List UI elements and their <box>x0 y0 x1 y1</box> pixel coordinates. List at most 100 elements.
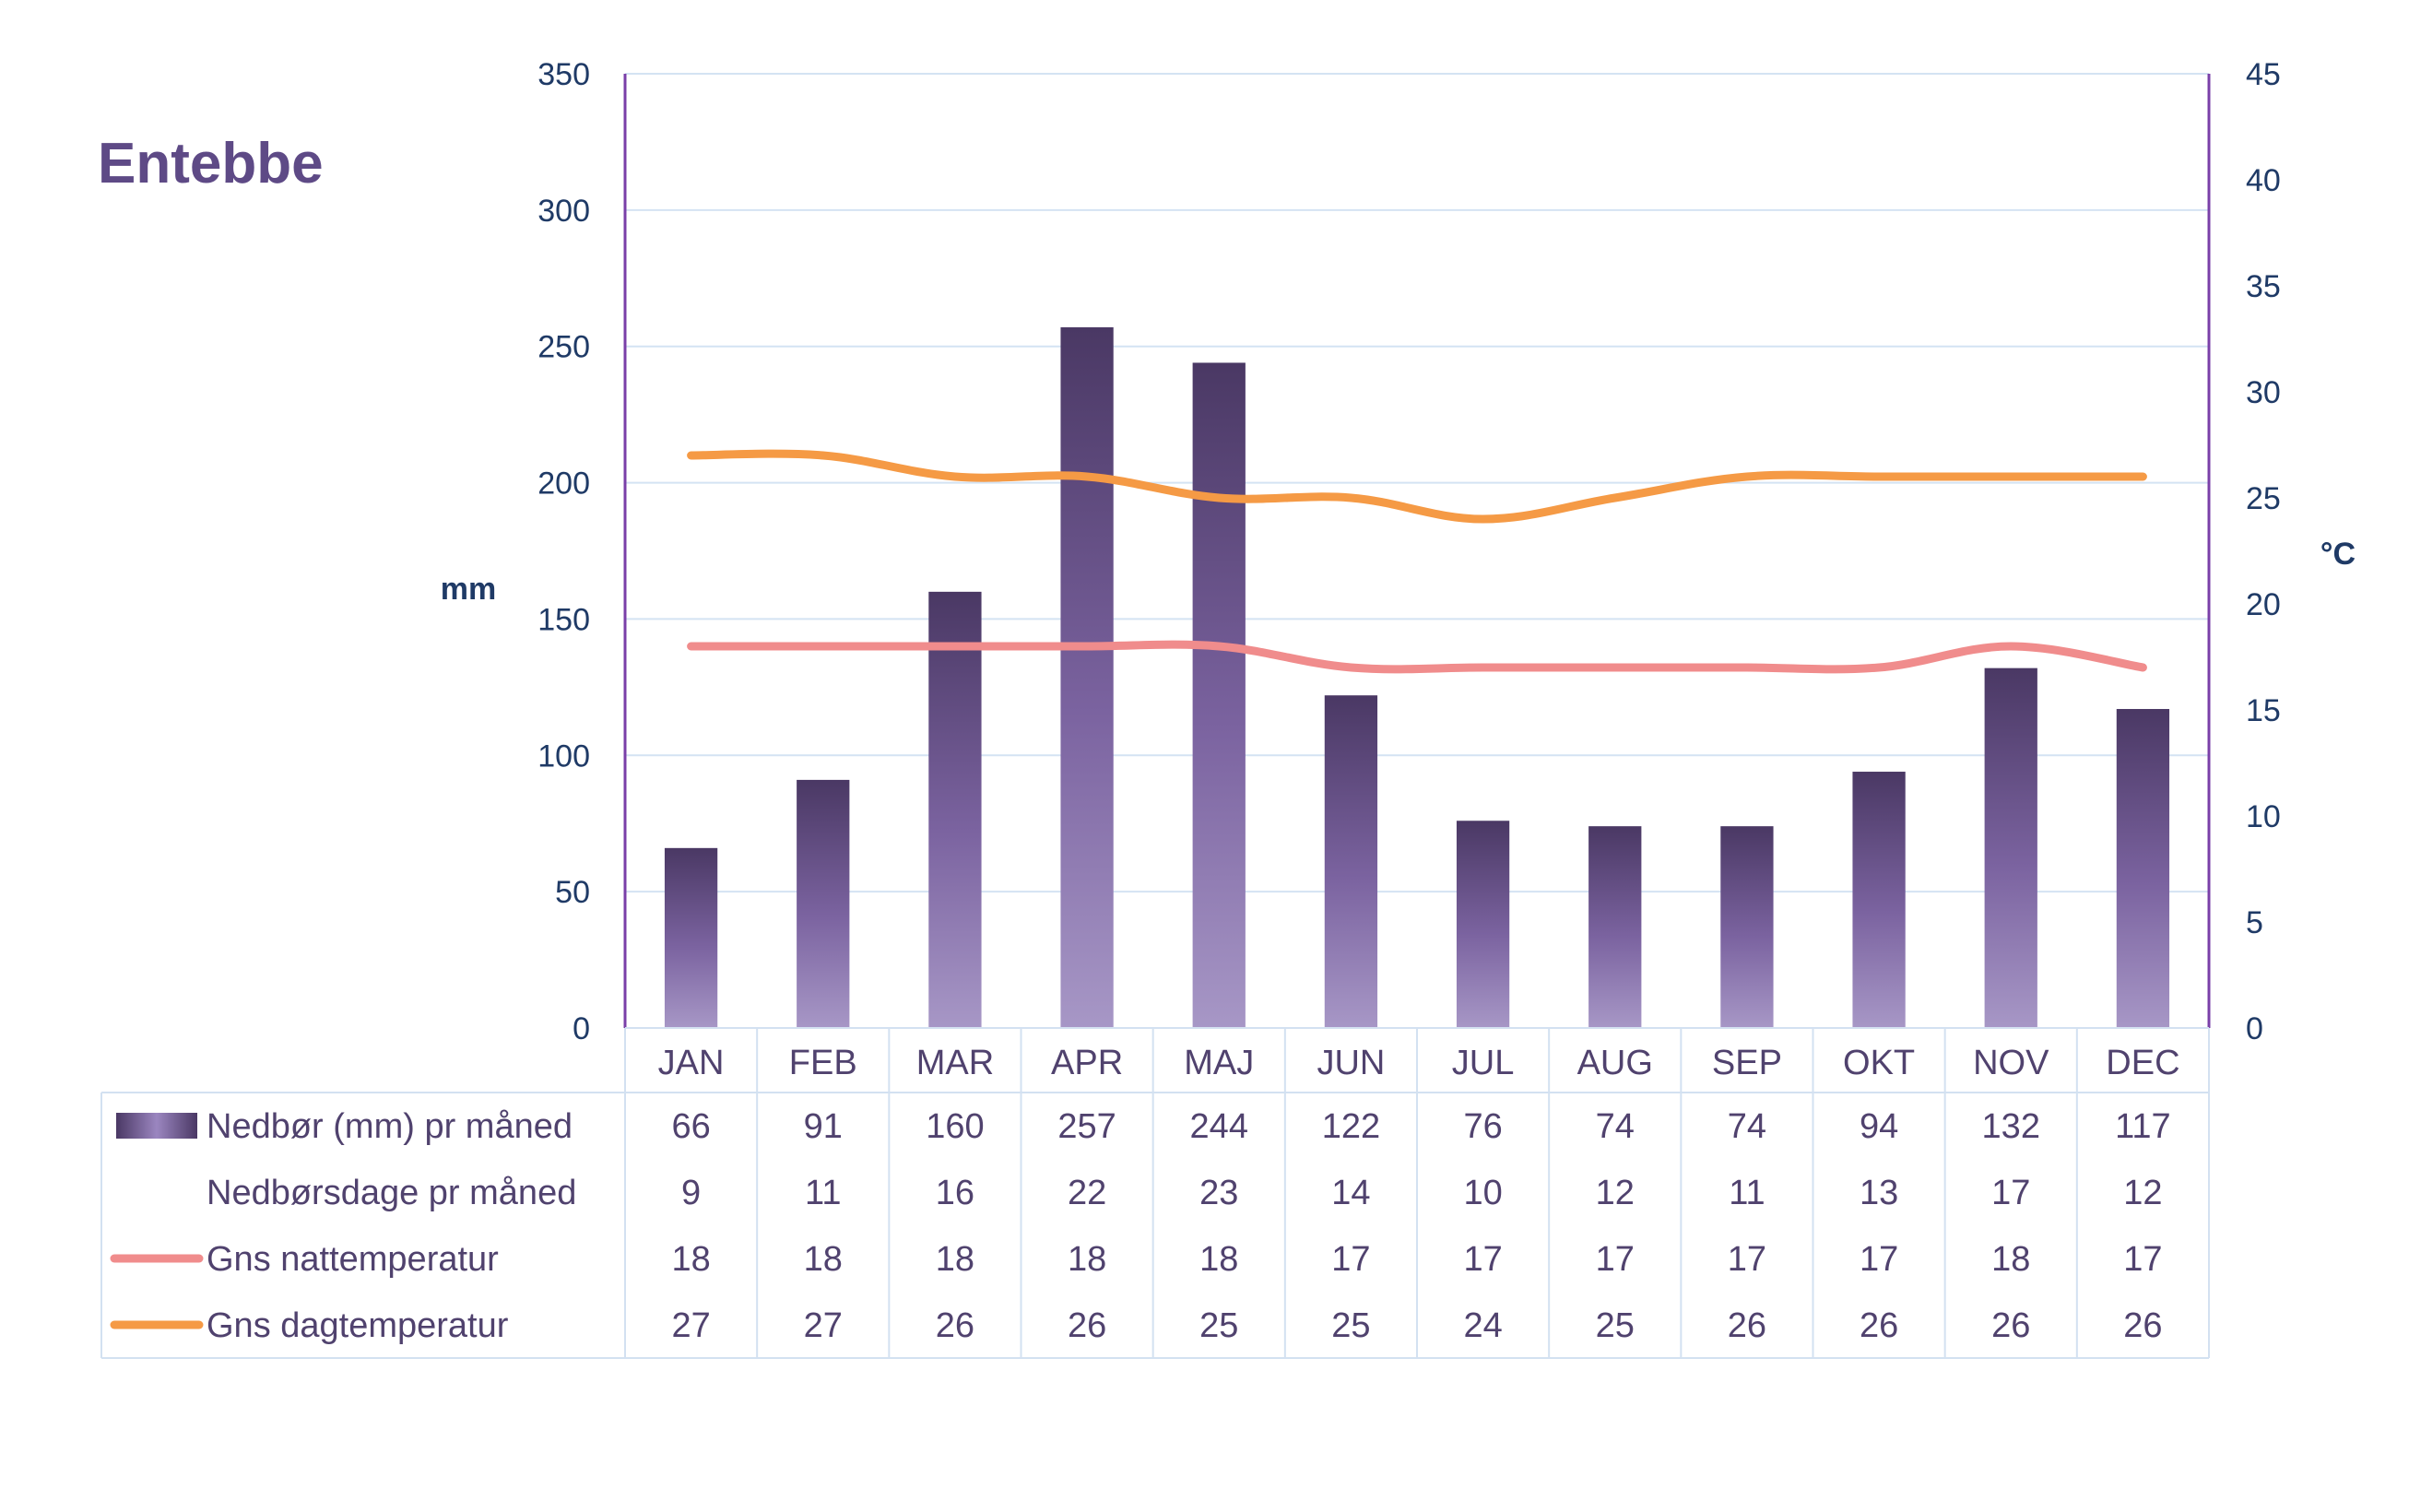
category-label: JUL <box>1452 1044 1515 1082</box>
table-cell: 18 <box>1068 1240 1106 1279</box>
table-cell: 12 <box>1596 1174 1635 1212</box>
bars <box>664 327 2170 1028</box>
table-cell: 257 <box>1057 1107 1116 1146</box>
right-tick-label: 15 <box>2246 693 2281 728</box>
table-cell: 66 <box>671 1107 710 1146</box>
bar <box>1324 695 1378 1028</box>
table-cell: 26 <box>936 1306 974 1345</box>
category-label: JAN <box>658 1044 725 1082</box>
table-cell: 16 <box>936 1174 974 1212</box>
category-label: FEB <box>789 1044 857 1082</box>
category-label: NOV <box>1973 1044 2049 1082</box>
table-cell: 74 <box>1728 1107 1766 1146</box>
table-cell: 17 <box>1596 1240 1635 1279</box>
category-label: JUN <box>1317 1044 1385 1082</box>
table-cell: 18 <box>804 1240 843 1279</box>
bar <box>1060 327 1114 1028</box>
left-tick-label: 150 <box>537 602 590 637</box>
right-tick-label: 20 <box>2246 587 2281 622</box>
left-axis-label: mm <box>441 572 496 607</box>
table-cell: 74 <box>1596 1107 1635 1146</box>
right-tick-label: 5 <box>2246 905 2263 940</box>
table-cell: 10 <box>1463 1174 1502 1212</box>
table-cell: 76 <box>1463 1107 1502 1146</box>
table-cell: 26 <box>1728 1306 1766 1345</box>
table-cell: 12 <box>2123 1174 2162 1212</box>
data-table: JAN FEB MAR APR MAJ JUN JUL AUG SEP OKT NOV DEC Nedb… <box>100 1027 2210 1359</box>
table-cell: 91 <box>804 1107 843 1146</box>
axes: 0 50 100 150 200 250 300 350 0 5 10 15 20 25 30 35 40 45 <box>537 57 2281 1046</box>
right-tick-label: 0 <box>2246 1011 2263 1046</box>
table-cell: 11 <box>805 1174 841 1212</box>
bar <box>1192 362 1246 1028</box>
bar <box>2116 709 2170 1028</box>
category-label: APR <box>1051 1044 1123 1082</box>
right-tick-label: 45 <box>2246 57 2281 92</box>
left-tick-label: 250 <box>537 330 590 365</box>
table-cell: 23 <box>1199 1174 1238 1212</box>
table-cell: 26 <box>2123 1306 2162 1345</box>
right-tick-label: 35 <box>2246 269 2281 304</box>
left-tick-label: 50 <box>555 875 590 910</box>
left-tick-label: 100 <box>537 738 590 774</box>
category-label: OKT <box>1843 1044 1915 1082</box>
table-cell: 18 <box>936 1240 974 1279</box>
category-label: AUG <box>1577 1044 1653 1082</box>
category-label: MAJ <box>1184 1044 1254 1082</box>
table-cell: 25 <box>1331 1306 1370 1345</box>
left-tick-label: 350 <box>537 57 590 92</box>
row-label: Nedbørsdage pr måned <box>207 1174 576 1212</box>
row-label: Gns nattemperatur <box>207 1240 499 1279</box>
table-cell: 18 <box>1991 1240 2030 1279</box>
table-cell: 17 <box>1728 1240 1766 1279</box>
night-temperature-line <box>687 640 2147 674</box>
right-tick-label: 25 <box>2246 481 2281 516</box>
table-cell: 26 <box>1860 1306 1898 1345</box>
bar <box>928 591 982 1028</box>
right-tick-label: 30 <box>2246 375 2281 410</box>
table-cell: 24 <box>1463 1306 1502 1345</box>
table-cell: 94 <box>1860 1107 1898 1146</box>
table-cell: 17 <box>1991 1174 2030 1212</box>
category-label: MAR <box>916 1044 994 1082</box>
category-label: SEP <box>1712 1044 1782 1082</box>
table-cell: 132 <box>1982 1107 2040 1146</box>
right-tick-label: 10 <box>2246 799 2281 834</box>
right-axis-label: °C <box>2320 537 2356 572</box>
day-temperature-line <box>687 449 2147 524</box>
table-cell: 14 <box>1331 1174 1370 1212</box>
table-cell: 17 <box>2123 1240 2162 1279</box>
table-cell: 26 <box>1068 1306 1106 1345</box>
table-cell: 18 <box>1199 1240 1238 1279</box>
table-cell: 244 <box>1190 1107 1248 1146</box>
bar <box>1852 772 1906 1028</box>
table-cell: 27 <box>671 1306 710 1345</box>
temperature-lines <box>687 449 2147 674</box>
table-cell: 27 <box>804 1306 843 1345</box>
table-cell: 17 <box>1331 1240 1370 1279</box>
right-tick-label: 40 <box>2246 163 2281 198</box>
category-label: DEC <box>2106 1044 2179 1082</box>
bar <box>1588 826 1642 1028</box>
table-cell: 9 <box>681 1174 701 1212</box>
bar <box>1720 826 1774 1028</box>
table-cell: 22 <box>1068 1174 1106 1212</box>
bar <box>1456 821 1510 1028</box>
chart-title: Entebbe <box>98 132 324 195</box>
table-cell: 117 <box>2115 1107 2171 1146</box>
table-cell: 122 <box>1322 1107 1380 1146</box>
row-label: Gns dagtemperatur <box>207 1306 509 1345</box>
table-cell: 18 <box>671 1240 710 1279</box>
bar <box>664 847 718 1028</box>
table-cell: 25 <box>1199 1306 1238 1345</box>
bar <box>797 779 850 1028</box>
left-tick-label: 300 <box>537 194 590 229</box>
table-cell: 160 <box>926 1107 984 1146</box>
gridlines <box>625 73 2209 893</box>
table-cell: 13 <box>1860 1174 1898 1212</box>
table-cell: 26 <box>1991 1306 2030 1345</box>
left-tick-label: 200 <box>537 467 590 502</box>
table-cell: 17 <box>1463 1240 1502 1279</box>
table-cell: 17 <box>1860 1240 1898 1279</box>
bar <box>1984 667 2037 1028</box>
